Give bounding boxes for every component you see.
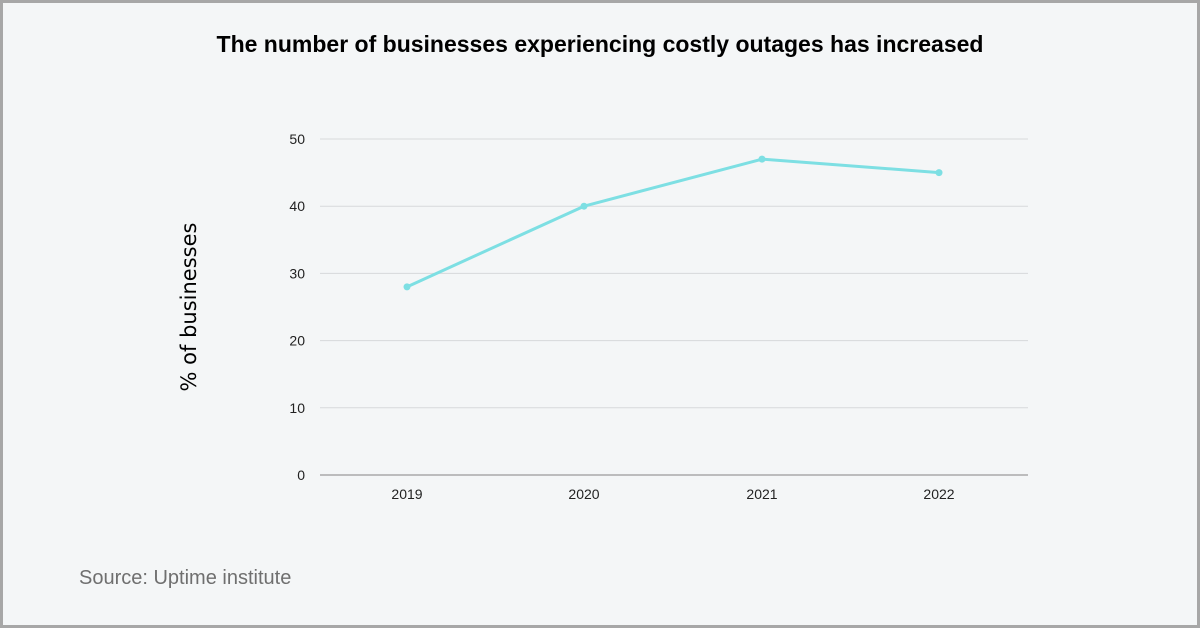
data-point — [403, 283, 411, 291]
data-point — [758, 155, 766, 163]
y-tick-label: 30 — [289, 265, 305, 281]
chart-title: The number of businesses experiencing co… — [216, 31, 984, 57]
y-tick-label: 20 — [289, 333, 305, 349]
series-line — [405, 157, 941, 289]
series-layer — [403, 155, 943, 291]
x-tick-label: 2020 — [568, 486, 599, 502]
data-point — [935, 169, 943, 177]
x-tick-label: 2022 — [923, 486, 954, 502]
axes: 0 10 20 30 40 50 2019 2020 2021 2022 — [289, 131, 1028, 502]
x-tick-label: 2021 — [746, 486, 777, 502]
line-chart: 0 10 20 30 40 50 2019 2020 2021 2022 % of busines… — [177, 131, 1028, 502]
y-tick-label: 10 — [289, 400, 305, 416]
gridlines — [320, 138, 1028, 409]
y-tick-label: 50 — [289, 131, 305, 147]
y-axis-label: % of businesses — [177, 223, 201, 392]
y-tick-label: 40 — [289, 198, 305, 214]
source-note: Source: Uptime institute — [79, 567, 292, 589]
y-tick-label: 0 — [297, 467, 305, 483]
x-tick-label: 2019 — [391, 486, 422, 502]
data-point — [580, 202, 588, 210]
